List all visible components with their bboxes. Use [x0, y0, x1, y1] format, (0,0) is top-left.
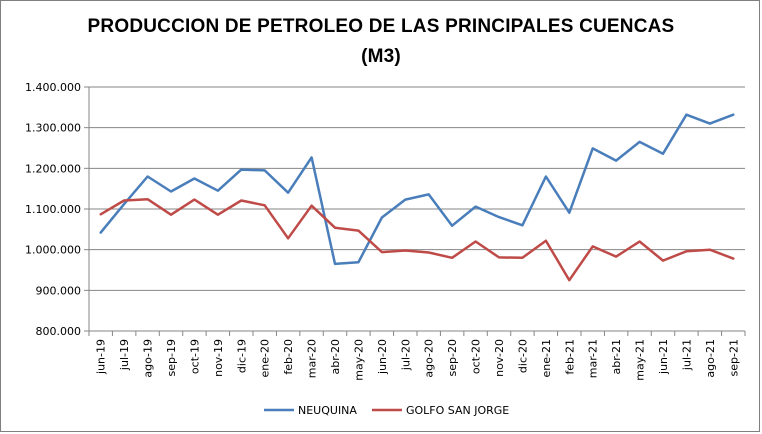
x-tick-label: ago-19: [142, 339, 155, 378]
x-tick-label: oct-20: [470, 339, 483, 374]
x-tick-label: nov-20: [493, 339, 506, 377]
x-tick-label: mar-20: [306, 339, 319, 378]
x-tick-label: oct-19: [188, 339, 201, 374]
x-tick-label: sep-21: [727, 339, 740, 376]
x-tick-label: dic-20: [516, 339, 529, 373]
series-line: [99, 113, 735, 266]
y-tick-label: 800.000: [36, 325, 82, 338]
x-tick-label: dic-19: [235, 339, 248, 373]
x-tick-label: may-20: [352, 339, 365, 381]
x-tick-label: jun-19: [95, 339, 108, 375]
x-tick-label: ene-21: [540, 339, 553, 377]
gridlines: [89, 86, 745, 291]
x-tick-label: jul-21: [680, 339, 693, 371]
series-lines: [99, 113, 735, 282]
x-tick-label: abr-20: [329, 339, 342, 375]
x-tick-label: jun-21: [657, 339, 670, 375]
x-tick-label: mar-21: [587, 339, 600, 378]
x-tick-label: nov-19: [212, 339, 225, 377]
x-tick-label: jun-20: [376, 339, 389, 375]
x-tick-label: sep-20: [446, 339, 459, 376]
x-tick-label: may-21: [634, 339, 647, 381]
axes: [84, 86, 746, 336]
chart-subtitle: (M3): [361, 46, 401, 67]
y-tick-labels: 800.000 900.000 1.000.000 1.100.000 1.200.00…: [25, 81, 81, 338]
x-tick-label: jul-19: [118, 339, 131, 371]
series-line: [99, 197, 735, 282]
x-tick-label: abr-21: [610, 339, 623, 375]
y-tick-label: 1.400.000: [25, 81, 81, 94]
x-tick-label: sep-19: [165, 339, 178, 376]
x-tick-labels: jun-19 jul-19 ago-19 sep-19 oct-19 nov-19 dic-…: [95, 339, 741, 381]
x-tick-label: ago-20: [423, 339, 436, 378]
legend-label: NEUQUINA: [298, 404, 357, 417]
y-tick-label: 1.300.000: [25, 122, 81, 135]
x-tick-label: feb-21: [563, 339, 576, 375]
legend-label: GOLFO SAN JORGE: [406, 404, 509, 417]
x-tick-label: ene-20: [259, 339, 272, 377]
chart-title: PRODUCCION DE PETROLEO DE LAS PRINCIPALE…: [87, 16, 675, 37]
y-tick-label: 1.000.000: [25, 244, 81, 257]
y-tick-label: 900.000: [36, 284, 82, 297]
legend: NEUQUINA GOLFO SAN JORGE: [264, 404, 509, 417]
x-tick-label: feb-20: [282, 339, 295, 375]
y-tick-label: 1.100.000: [25, 203, 81, 216]
x-tick-label: ago-21: [704, 339, 717, 378]
x-tick-label: jul-20: [399, 339, 412, 371]
y-tick-label: 1.200.000: [25, 162, 81, 175]
